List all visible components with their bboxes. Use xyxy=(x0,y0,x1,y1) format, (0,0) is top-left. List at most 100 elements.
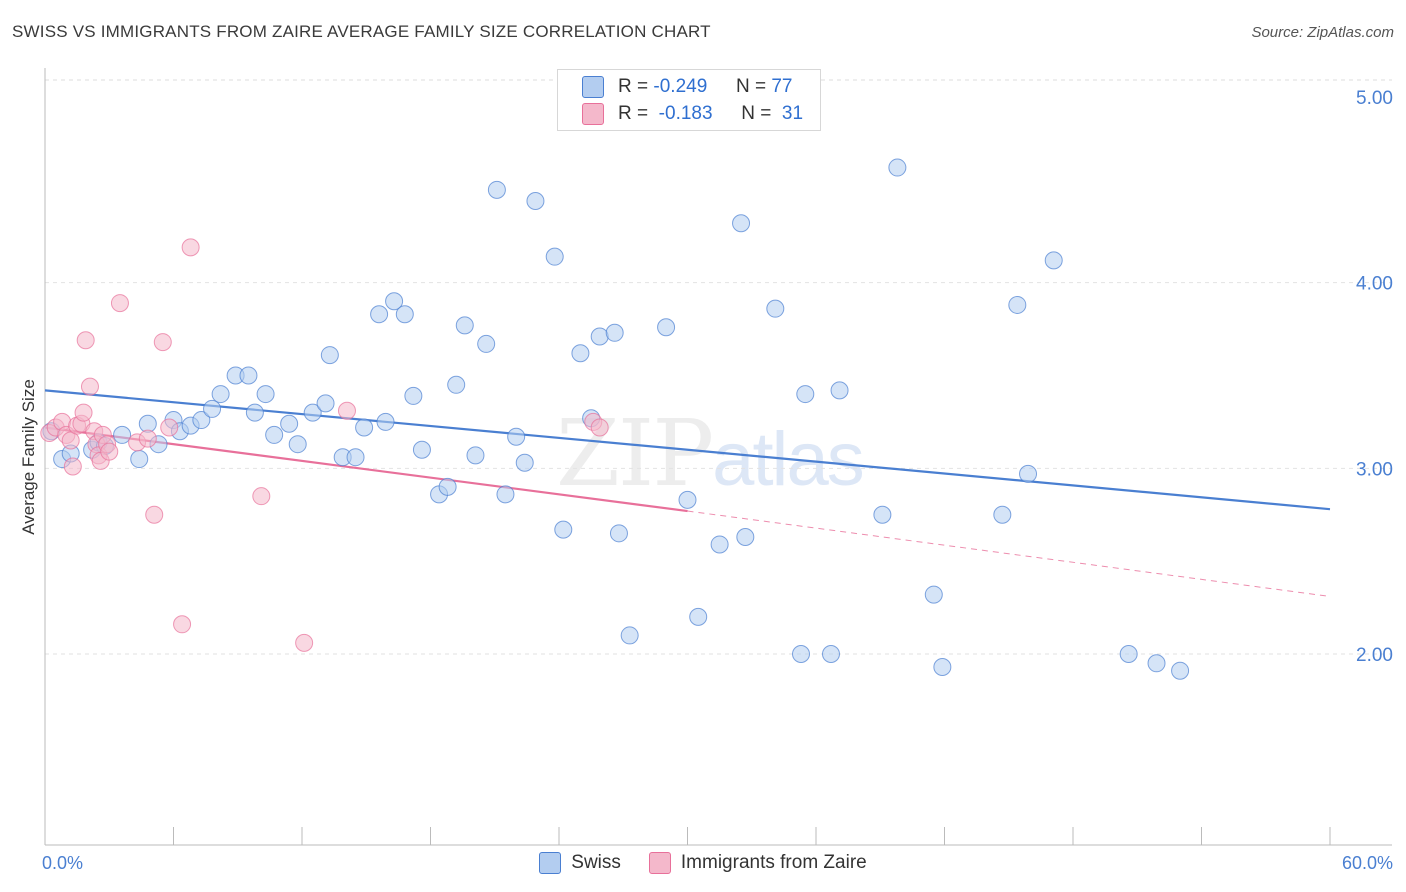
zaire-point xyxy=(337,401,356,420)
swiss-point xyxy=(316,394,335,413)
tick-labels: 2.00 3.00 4.00 5.00 0.0% 60.0% Average Family … xyxy=(19,88,1393,873)
r-value: -0.183 xyxy=(658,103,713,124)
swiss-point xyxy=(1044,251,1063,270)
swiss-point xyxy=(113,425,132,444)
data-points xyxy=(40,158,1190,680)
swiss-point xyxy=(526,191,545,210)
zaire-point xyxy=(153,333,172,352)
zaire-trend-extension xyxy=(687,510,1331,597)
y-axis-label: Average Family Size xyxy=(19,379,38,535)
x-tick-label: 0.0% xyxy=(42,853,83,873)
swiss-point xyxy=(933,657,952,676)
legend-row-zaire: R = -0.183 N = 31 xyxy=(582,102,803,126)
series-legend: Swiss Immigrants from Zaire xyxy=(0,852,1406,874)
swiss-point xyxy=(376,412,395,431)
zaire-point xyxy=(100,442,119,461)
swiss-point xyxy=(211,385,230,404)
zaire-point xyxy=(110,294,129,313)
swiss-point xyxy=(466,446,485,465)
swiss-point xyxy=(993,505,1012,524)
x-tick-label: 60.0% xyxy=(1342,853,1393,873)
n-value: 77 xyxy=(771,76,793,97)
zaire-point xyxy=(145,505,164,524)
watermark: ZIPatlas xyxy=(556,400,865,507)
swiss-point xyxy=(288,435,307,454)
swiss-point xyxy=(678,490,697,509)
swiss-point xyxy=(732,214,751,233)
swiss-point xyxy=(1008,295,1027,314)
swiss-point xyxy=(265,425,284,444)
swiss-swatch xyxy=(539,852,562,874)
r-label: R = xyxy=(618,76,649,97)
zaire-point xyxy=(76,331,95,350)
swiss-point xyxy=(395,305,414,324)
swiss-point xyxy=(605,323,624,342)
r-value: -0.249 xyxy=(653,76,708,97)
swiss-point xyxy=(590,327,609,346)
zaire-point xyxy=(74,403,93,422)
swiss-point xyxy=(303,403,322,422)
zaire-point xyxy=(295,633,314,652)
swiss-point xyxy=(830,381,849,400)
r-label: R = xyxy=(618,103,649,124)
y-tick-label: 4.00 xyxy=(1356,274,1393,295)
swiss-point xyxy=(355,418,374,437)
swiss-point xyxy=(554,520,573,539)
swiss-point xyxy=(346,448,365,467)
axes xyxy=(44,68,1392,846)
swiss-point xyxy=(515,453,534,472)
swiss-point xyxy=(447,375,466,394)
zaire-point xyxy=(173,615,192,634)
legend-item-swiss: Swiss xyxy=(539,852,621,874)
swiss-point xyxy=(192,411,211,430)
swiss-point xyxy=(256,385,275,404)
n-label: N = xyxy=(741,103,772,124)
swiss-point xyxy=(438,477,457,496)
swiss-point xyxy=(412,440,431,459)
swiss-point xyxy=(571,344,590,363)
swiss-point xyxy=(239,366,258,385)
zaire-point xyxy=(61,431,80,450)
zaire-point xyxy=(138,429,157,448)
zaire-point xyxy=(181,238,200,257)
swiss-point xyxy=(455,316,474,335)
swiss-point xyxy=(821,645,840,663)
y-tick-label: 5.00 xyxy=(1356,88,1393,109)
y-tick-label: 3.00 xyxy=(1356,459,1393,480)
swiss-point xyxy=(545,247,564,266)
zaire-point xyxy=(590,418,609,437)
swiss-point xyxy=(245,403,264,422)
zaire-swatch xyxy=(582,103,604,125)
swiss-point xyxy=(609,524,628,543)
swiss-point xyxy=(404,386,423,405)
swiss-point xyxy=(385,292,404,311)
y-tick-label: 2.00 xyxy=(1356,645,1393,666)
swiss-point xyxy=(792,645,811,663)
swiss-point xyxy=(766,299,785,318)
chart-title: SWISS VS IMMIGRANTS FROM ZAIRE AVERAGE F… xyxy=(12,22,711,41)
legend-row-swiss: R = -0.249 N = 77 xyxy=(582,75,792,99)
swiss-point xyxy=(873,505,892,524)
n-label: N = xyxy=(735,76,767,97)
swiss-point xyxy=(1171,661,1190,680)
zaire-point xyxy=(252,487,271,506)
swiss-swatch xyxy=(582,76,604,98)
swiss-point xyxy=(1019,464,1038,483)
source-credit: Source: ZipAtlas.com xyxy=(1251,24,1394,41)
swiss-point xyxy=(796,385,815,404)
swiss-point xyxy=(689,607,708,626)
swiss-point xyxy=(477,334,496,353)
swiss-point xyxy=(203,399,222,418)
zaire-point xyxy=(80,377,99,396)
swiss-point xyxy=(370,305,389,324)
zaire-point xyxy=(160,418,179,437)
swiss-point xyxy=(736,528,755,547)
swiss-point xyxy=(888,158,907,177)
swiss-point xyxy=(487,180,506,199)
swiss-point xyxy=(1147,654,1166,673)
swiss-point xyxy=(507,427,526,446)
swiss-point xyxy=(130,450,149,469)
swiss-point xyxy=(710,535,729,554)
swiss-point xyxy=(657,318,676,337)
swiss-point xyxy=(320,346,339,365)
